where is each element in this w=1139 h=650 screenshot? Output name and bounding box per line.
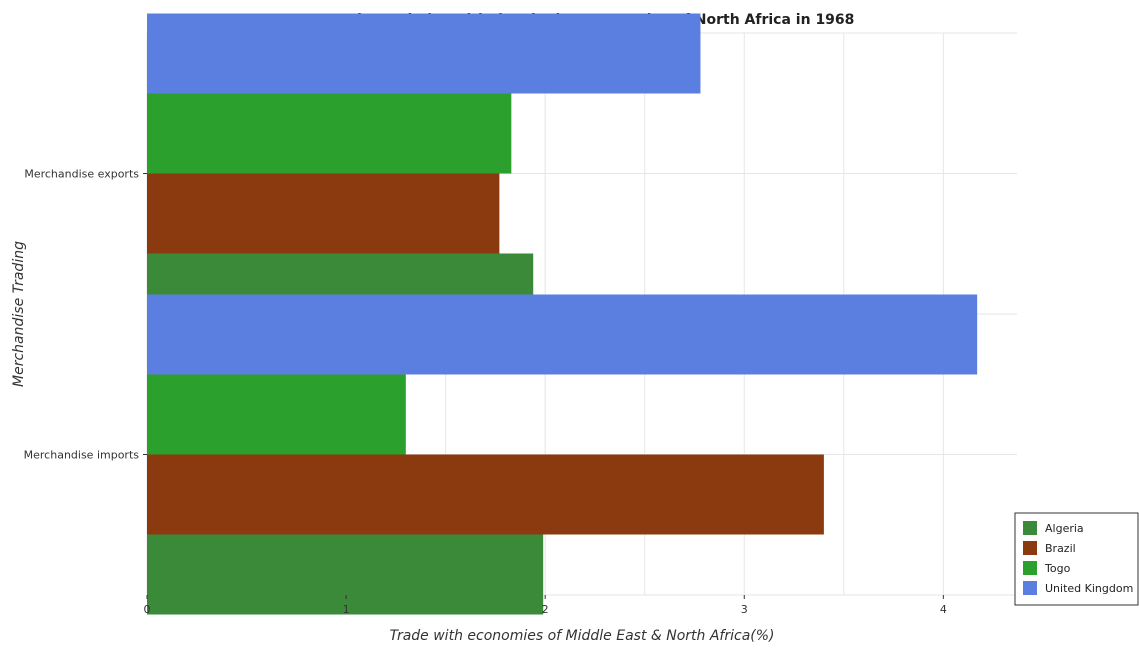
legend-label: Togo [1044, 562, 1071, 575]
x-tick-label: 0 [144, 603, 151, 616]
x-axis-label: Trade with economies of Middle East & No… [389, 628, 774, 644]
legend-swatch [1023, 581, 1037, 595]
x-tick-label: 2 [542, 603, 549, 616]
legend-label: Brazil [1045, 542, 1076, 555]
x-tick-label: 1 [343, 603, 350, 616]
bar-united-kingdom-merchandise-exports [147, 13, 701, 94]
y-tick-label: Merchandise imports [24, 449, 140, 462]
x-tick-label: 4 [940, 603, 947, 616]
legend-swatch [1023, 561, 1037, 575]
bar-togo-merchandise-exports [147, 93, 512, 174]
bar-togo-merchandise-imports [147, 374, 406, 455]
y-axis-label: Merchandise Trading [11, 241, 27, 387]
legend-label: United Kingdom [1045, 582, 1133, 595]
bar-brazil-merchandise-imports [147, 454, 824, 535]
y-tick-label: Merchandise exports [24, 168, 139, 181]
x-axis-ticks: 0 1 2 3 4 [144, 595, 947, 616]
bars [147, 13, 978, 615]
bar-brazil-merchandise-exports [147, 173, 500, 254]
legend-swatch [1023, 521, 1037, 535]
bar-united-kingdom-merchandise-imports [147, 294, 978, 375]
y-axis-ticks: Merchandise exports Merchandise imports [24, 168, 147, 462]
legend-swatch [1023, 541, 1037, 555]
x-tick-label: 3 [741, 603, 748, 616]
legend-label: Algeria [1045, 522, 1084, 535]
legend: Algeria Brazil Togo United Kingdom [1014, 512, 1139, 606]
bar-algeria-merchandise-imports [147, 534, 544, 615]
